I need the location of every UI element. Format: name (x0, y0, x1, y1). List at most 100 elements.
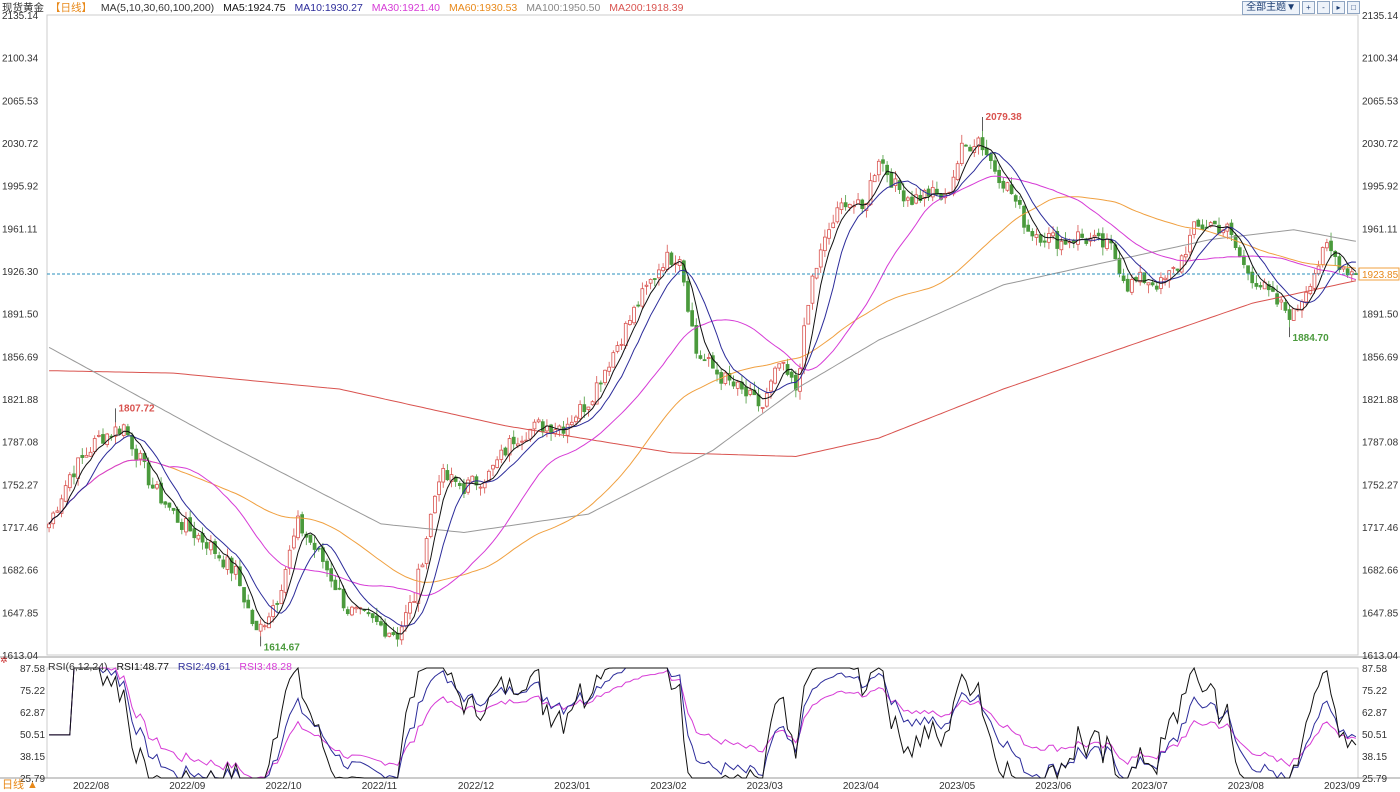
candle-body (1009, 184, 1014, 195)
candle-body (1125, 278, 1130, 292)
candle-body (445, 470, 450, 481)
rsi1-value: RSI1:48.77 (116, 661, 169, 673)
candle-body (55, 510, 60, 513)
candle-body (420, 564, 425, 568)
zoom-in-button[interactable]: + (1302, 1, 1315, 14)
candlestick-series (47, 130, 1358, 647)
candle-body (694, 325, 699, 354)
candle-body (1179, 255, 1184, 273)
candle-body (167, 502, 172, 508)
price-tick-right: 2065.53 (1362, 96, 1399, 107)
candle-body (835, 207, 840, 223)
rsi-tick-left: 25.79 (20, 774, 45, 785)
time-tick: 2023/05 (939, 781, 976, 792)
candle-body (482, 482, 487, 489)
candle-body (847, 203, 852, 208)
candle-body (163, 501, 168, 505)
candle-body (578, 404, 582, 420)
candle-body (1030, 231, 1035, 237)
candle-body (607, 366, 612, 372)
candle-body (1022, 205, 1026, 228)
candle-body (1013, 195, 1018, 202)
theme-select[interactable]: 全部主题▼ (1242, 1, 1300, 15)
time-tick: 2023/03 (747, 781, 784, 792)
candle-body (1138, 271, 1143, 283)
rsi-tick-right: 75.22 (1362, 686, 1387, 697)
candle-body (1341, 266, 1346, 270)
candle-body (574, 416, 578, 423)
candle-body (723, 372, 728, 384)
candle-body (590, 401, 595, 406)
candle-body (404, 612, 408, 627)
candle-body (267, 616, 271, 629)
ma30-line (48, 175, 1357, 596)
price-tick-right: 1961.11 (1362, 224, 1398, 235)
candle-body (229, 557, 234, 574)
candle-body (760, 407, 765, 409)
candle-body (968, 146, 972, 152)
candle-body (1337, 256, 1342, 270)
candle-body (1304, 291, 1308, 303)
candle-body (648, 278, 653, 284)
candle-body (279, 590, 284, 605)
candle-body (350, 606, 354, 616)
candle-body (238, 566, 242, 587)
candle-body (1345, 268, 1350, 276)
candle-body (1163, 277, 1167, 280)
candle-body (383, 622, 387, 637)
candle-body (433, 495, 437, 514)
rsi-tick-left: 38.15 (20, 752, 45, 763)
period-switch[interactable]: 日线 ▲ (2, 779, 38, 791)
candle-body (698, 355, 703, 359)
candle-body (690, 310, 694, 327)
zoom-out-button[interactable]: - (1317, 1, 1330, 14)
candle-body (92, 438, 97, 453)
candle-body (1200, 224, 1205, 230)
fullscreen-button[interactable]: □ (1347, 1, 1360, 14)
candle-body (113, 426, 118, 437)
candle-body (250, 609, 255, 625)
candle-body (72, 473, 76, 478)
candle-body (628, 320, 632, 325)
candle-body (101, 434, 105, 444)
price-tick-left: 1995.92 (2, 182, 39, 193)
candle-body (876, 160, 881, 176)
price-tick-right: 1752.27 (1362, 480, 1399, 491)
candle-body (988, 153, 993, 161)
rsi-tick-right: 25.79 (1362, 774, 1387, 785)
candle-body (225, 556, 230, 570)
candle-body (379, 621, 383, 626)
time-tick: 2023/09 (1324, 781, 1361, 792)
candle-body (702, 359, 707, 362)
legend-ma-params: MA(5,10,30,60,100,200) (100, 2, 215, 14)
candle-body (478, 486, 483, 489)
candle-body (1076, 231, 1080, 245)
play-button[interactable]: ▸ (1332, 1, 1345, 14)
candle-body (300, 514, 304, 534)
candle-body (283, 569, 288, 593)
candle-body (196, 534, 201, 540)
candle-body (731, 381, 736, 387)
candle-body (1018, 199, 1022, 205)
candle-body (1208, 222, 1213, 227)
candle-body (926, 188, 931, 197)
candle-body (636, 304, 641, 307)
candle-body (1250, 271, 1255, 284)
rsi-tick-left: 87.58 (20, 664, 45, 675)
price-tick-right: 1682.66 (1362, 566, 1399, 577)
rsi2-value: RSI2:49.61 (177, 661, 231, 673)
candle-body (872, 175, 877, 183)
candle-body (155, 484, 159, 489)
candle-body (130, 434, 134, 450)
candle-body (897, 180, 902, 191)
candle-body (856, 199, 860, 205)
candle-body (428, 513, 433, 537)
settings-icon[interactable]: ✲ (0, 655, 8, 665)
candle-body (204, 542, 209, 549)
candle-body (569, 421, 574, 426)
candle-body (1026, 224, 1031, 232)
time-tick: 2023/07 (1132, 781, 1169, 792)
candle-body (594, 382, 599, 405)
candle-body (491, 464, 495, 470)
